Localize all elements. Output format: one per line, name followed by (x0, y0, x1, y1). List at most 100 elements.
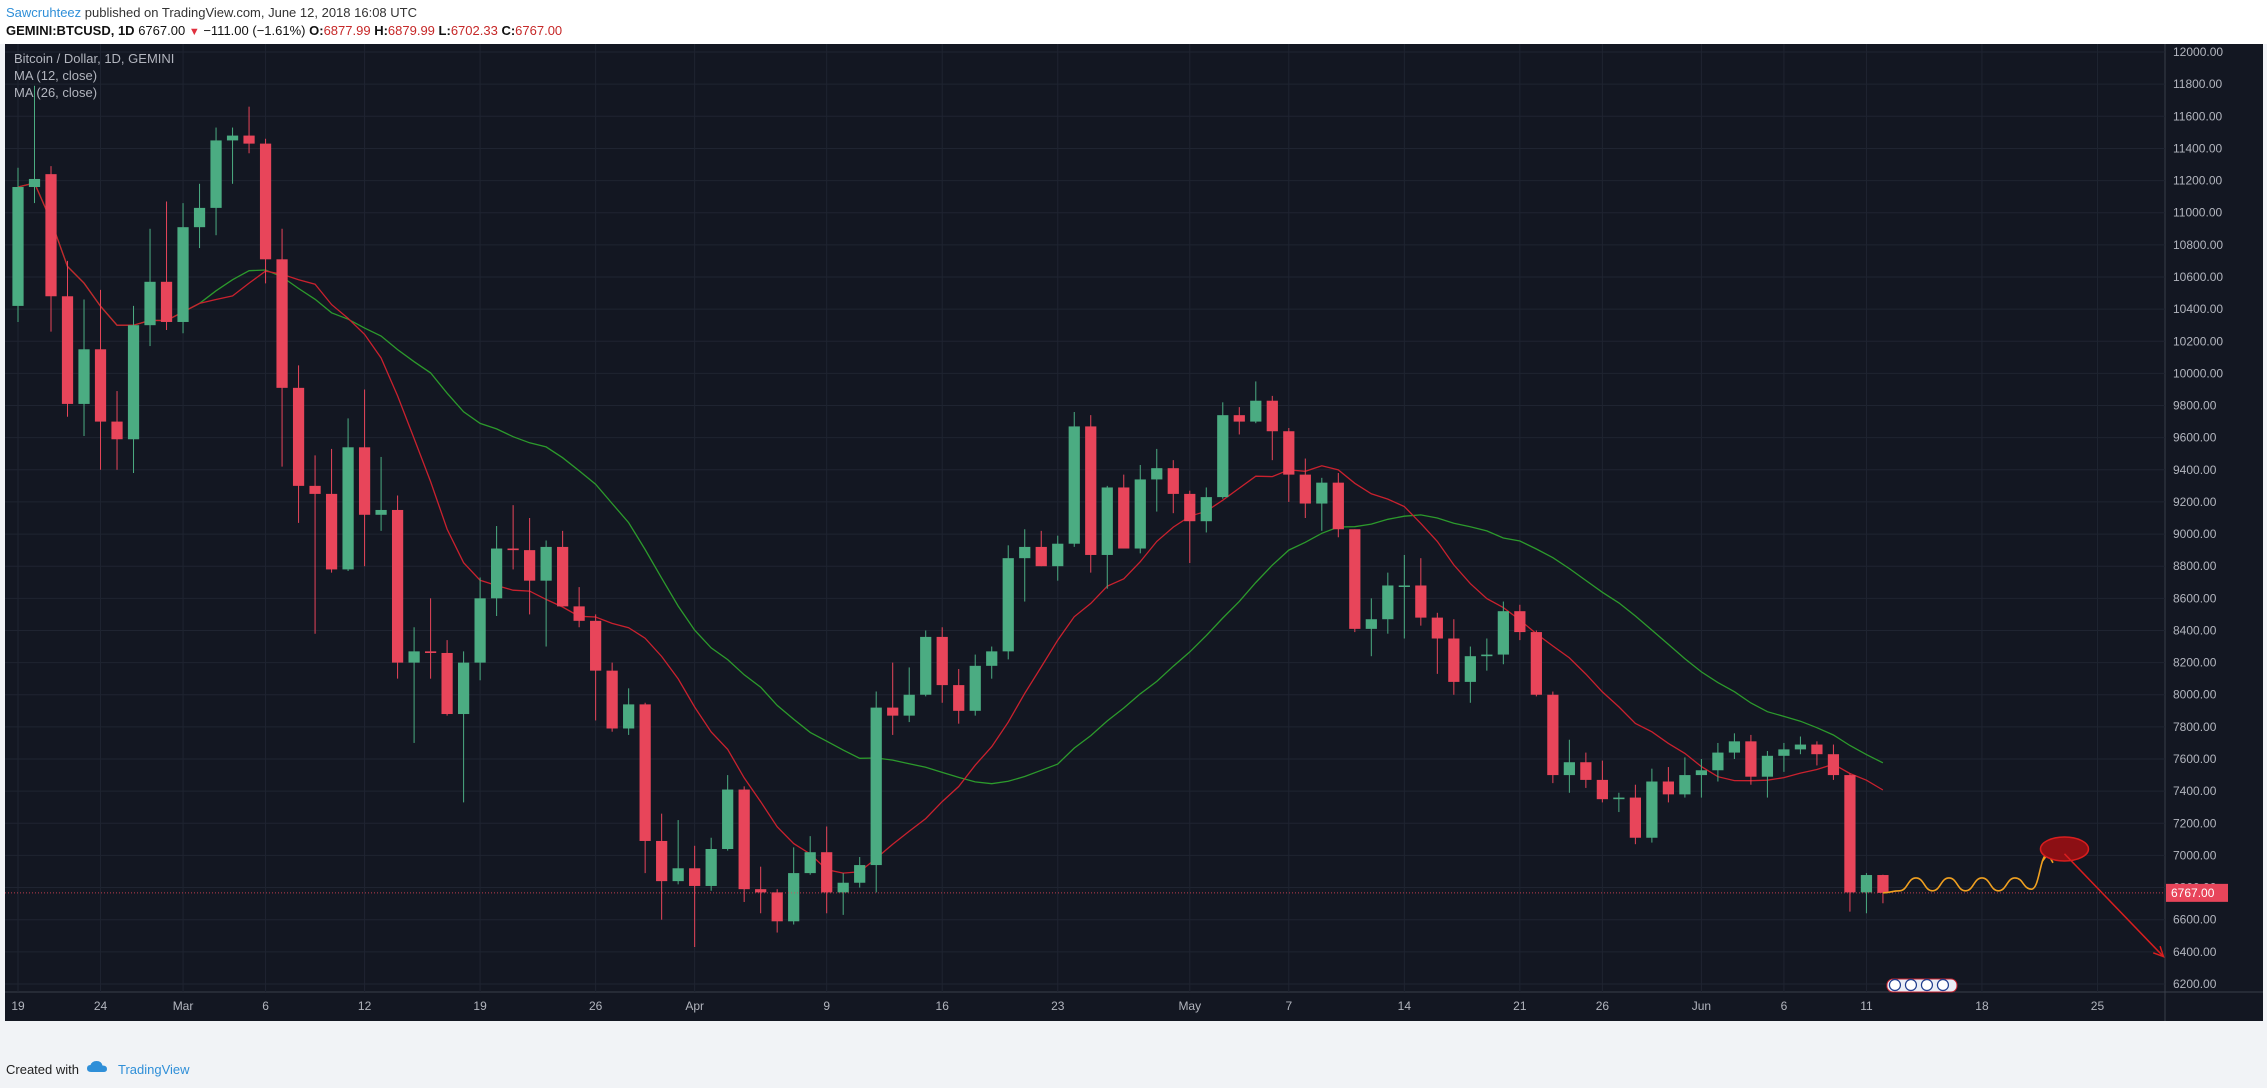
candle-body (177, 227, 189, 322)
candle-body (969, 665, 981, 711)
candle-body (788, 873, 800, 922)
candle-body (1283, 431, 1295, 475)
target-ellipse (2039, 836, 2090, 862)
candle-body (1712, 752, 1724, 771)
candle-body (1250, 400, 1262, 422)
ma12-line (17, 182, 1884, 874)
legend-ma12[interactable]: MA (12, close) (14, 68, 97, 83)
candle-body (457, 662, 470, 715)
candle-body (1728, 741, 1741, 753)
price-axis-labels: 6200.006400.006600.006800.007000.007200.… (2173, 45, 2223, 991)
low-value: 6702.33 (450, 23, 498, 38)
candle-body (920, 636, 932, 695)
price-tick-label: 9600.00 (2173, 431, 2217, 445)
legend-ma26[interactable]: MA (26, close) (14, 85, 97, 100)
candle-body (1464, 656, 1476, 682)
tradingview-brand[interactable]: TradingView (118, 1062, 190, 1077)
candle-body (1481, 654, 1493, 657)
author-link[interactable]: Sawcruhteez (6, 5, 82, 20)
event-marker-icon (1920, 978, 1934, 992)
candle-body (111, 421, 123, 440)
ma26-line-group (17, 182, 1884, 785)
tradingview-cloud-icon (87, 1061, 107, 1072)
candle-body (573, 606, 585, 621)
event-marker-icon (1904, 978, 1918, 992)
candle-body (870, 707, 882, 866)
candle-body (887, 707, 899, 716)
time-tick-label: 19 (473, 999, 487, 1013)
candle-body (408, 651, 420, 663)
candle-body (1365, 619, 1377, 629)
price-chart[interactable]: 6200.006400.006600.006800.007000.007200.… (0, 44, 2267, 1048)
candle-body (243, 135, 255, 144)
price-axis (2165, 44, 2263, 992)
candle-body (1200, 497, 1212, 522)
candle-body (903, 694, 915, 716)
candle-body (1035, 546, 1047, 567)
candle-body (1794, 744, 1807, 750)
candle-body (474, 598, 486, 663)
candle-body (1134, 479, 1146, 549)
time-tick-label: 24 (94, 999, 108, 1013)
event-marker-icon (1888, 978, 1902, 992)
candle-body (1811, 744, 1823, 755)
candle-body (1299, 474, 1311, 504)
time-tick-label: 9 (823, 999, 830, 1013)
candle-body (1085, 426, 1097, 555)
price-change: −111.00 (−1.61%) (203, 23, 306, 38)
price-tick-label: 10600.00 (2173, 270, 2223, 284)
time-axis (5, 992, 2165, 1021)
candle-body (524, 550, 536, 581)
candle-body (1745, 741, 1757, 777)
open-label: O: (309, 23, 324, 38)
candle-body (953, 685, 965, 711)
candle-body (1052, 543, 1064, 567)
projected-path-curve (1882, 853, 2049, 894)
candle-body (705, 848, 717, 886)
footer: Created with TradingView (0, 1048, 2267, 1088)
candle-body (210, 140, 222, 208)
candle-body (738, 789, 750, 890)
legend-symbol-title: Bitcoin / Dollar, 1D, GEMINI (14, 51, 174, 66)
candle-body (292, 387, 305, 486)
candle-body (1233, 415, 1245, 422)
price-tick-label: 9200.00 (2173, 495, 2217, 509)
time-tick-label: Jun (1692, 999, 1711, 1013)
candle-body (557, 546, 569, 607)
candle-body (45, 174, 57, 297)
candle-body (424, 651, 437, 653)
candle-body (375, 509, 387, 515)
publish-info: Sawcruhteez published on TradingView.com… (6, 5, 417, 20)
candle-body (837, 882, 849, 893)
publish-header: Sawcruhteez published on TradingView.com… (0, 0, 2267, 44)
time-tick-label: May (1178, 999, 1201, 1013)
candle-body (358, 447, 371, 515)
price-tick-label: 6200.00 (2173, 977, 2217, 991)
candle-body (309, 485, 321, 494)
last-price-tag-group: 6767.00 (2166, 883, 2228, 902)
candle-body (1266, 400, 1278, 432)
candle-body (226, 135, 239, 141)
candle-body (1695, 770, 1708, 776)
candle-body (986, 651, 998, 666)
last-price: 6767.00 (138, 23, 186, 38)
candle-body (804, 852, 816, 874)
axis-corner (2165, 992, 2263, 1021)
candle-body (590, 620, 602, 671)
created-with-text: Created with (6, 1062, 79, 1077)
price-tick-label: 11200.00 (2173, 174, 2222, 188)
symbol-ohlc-line: GEMINI:BTCUSD, 1D 6767.00 ▼ −111.00 (−1.… (6, 23, 562, 38)
candle-body (1118, 487, 1130, 549)
price-tick-label: 7000.00 (2173, 848, 2217, 862)
time-tick-label: 16 (936, 999, 950, 1013)
candle-body (1827, 754, 1840, 776)
candle-body (854, 865, 866, 883)
high-value: 6879.99 (387, 23, 435, 38)
price-tick-label: 8600.00 (2173, 591, 2217, 605)
candle-body (606, 670, 618, 729)
candle-body (193, 207, 206, 228)
candle-body (1167, 468, 1179, 494)
time-tick-label: 26 (1596, 999, 1610, 1013)
candle-body (1217, 415, 1229, 498)
